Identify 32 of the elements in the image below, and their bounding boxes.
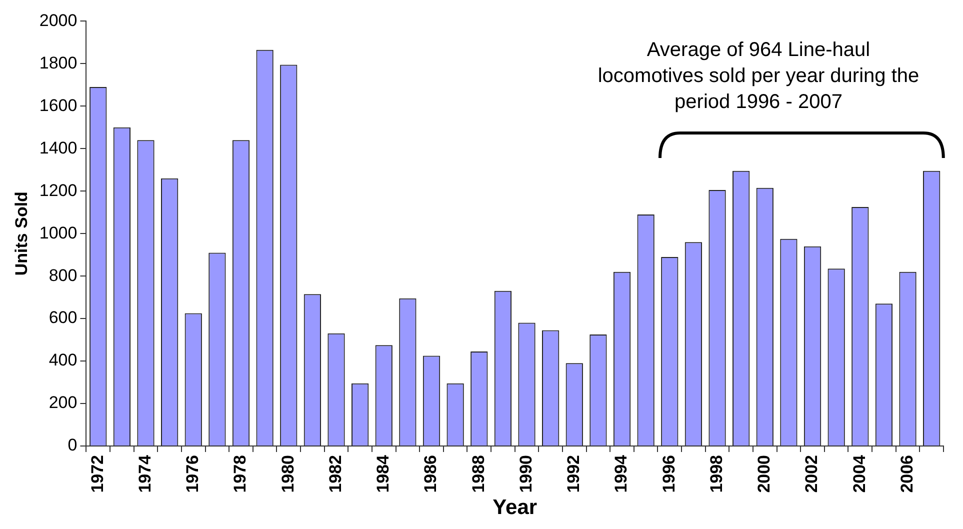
x-tick-label: 2004 <box>850 454 869 493</box>
y-tick-label: 0 <box>68 436 78 455</box>
x-tick-label: 2002 <box>802 454 822 493</box>
x-tick-label: 1998 <box>706 454 726 493</box>
annotation: Average of 964 Line-haul locomotives sold per year during the period 1996 - 2007 <box>598 39 920 113</box>
y-tick-label: 200 <box>48 393 78 412</box>
x-tick-label: 1988 <box>468 454 488 493</box>
x-tick-label: 1990 <box>516 454 536 493</box>
y-tick-label: 1600 <box>39 96 78 115</box>
y-tick-label: 1800 <box>39 53 78 72</box>
x-tick-label: 1986 <box>421 454 440 493</box>
x-tick-label: 1980 <box>278 454 298 493</box>
x-tick-label: 1974 <box>135 454 154 493</box>
x-tick-label: 1972 <box>88 454 107 493</box>
x-tick-label: 1996 <box>659 454 678 493</box>
x-tick-label: 1982 <box>326 454 345 493</box>
x-axis-title: Year <box>492 496 538 520</box>
x-tick-label: 2000 <box>754 454 774 493</box>
x-tick-label: 2006 <box>897 454 916 493</box>
x-tick-label: 1978 <box>230 454 250 493</box>
y-tick-label: 1200 <box>39 180 78 200</box>
x-tick-label: 1984 <box>374 454 393 493</box>
x-tick-label: 1994 <box>612 454 631 493</box>
y-axis-title: Units Sold <box>12 192 31 276</box>
y-tick-label: 800 <box>48 266 78 285</box>
x-tick-label: 1992 <box>564 454 584 493</box>
y-tick-label: 1000 <box>39 223 78 242</box>
y-tick-label: 600 <box>48 308 78 328</box>
y-tick-label: 400 <box>48 350 78 370</box>
y-tick-label: 1400 <box>39 138 78 158</box>
x-tick-label: 1976 <box>183 454 202 493</box>
y-tick-label: 2000 <box>39 10 78 30</box>
